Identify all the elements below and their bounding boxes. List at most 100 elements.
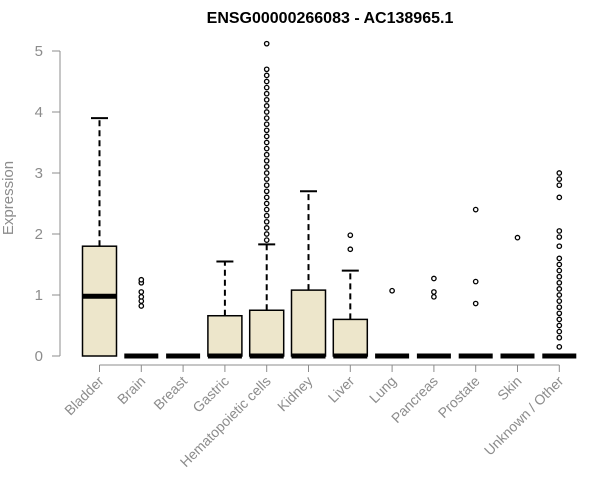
outlier-point bbox=[263, 96, 270, 103]
outlier-point bbox=[263, 231, 270, 237]
outlier-point bbox=[263, 139, 270, 146]
x-tick-label: Prostate bbox=[435, 373, 483, 421]
outlier-point bbox=[263, 176, 270, 182]
outlier-point bbox=[556, 328, 563, 335]
box-group bbox=[375, 287, 410, 359]
x-tick-label: Breast bbox=[150, 373, 190, 413]
x-tick-label: Bladder bbox=[61, 373, 107, 419]
y-tick-label: 5 bbox=[35, 43, 43, 60]
box-group bbox=[332, 232, 369, 359]
outlier-point bbox=[556, 304, 563, 311]
outlier-point bbox=[556, 255, 563, 262]
chart-title: ENSG00000266083 - AC138965.1 bbox=[207, 10, 454, 27]
outlier-point bbox=[263, 194, 270, 201]
outlier-point bbox=[431, 289, 437, 295]
outlier-point bbox=[347, 246, 354, 253]
outlier-point bbox=[556, 243, 563, 250]
outlier-point bbox=[263, 200, 270, 207]
box bbox=[332, 318, 369, 357]
outlier-point bbox=[263, 115, 270, 121]
outlier-point bbox=[556, 228, 563, 234]
x-tick-label: Unknown / Other bbox=[481, 373, 567, 459]
outlier-point bbox=[389, 287, 395, 294]
box bbox=[290, 289, 327, 357]
outlier-point bbox=[138, 289, 145, 295]
outlier-point bbox=[556, 176, 563, 182]
outlier-point bbox=[138, 303, 145, 309]
outlier-point bbox=[556, 298, 563, 304]
outlier-point bbox=[263, 90, 270, 97]
outlier-point bbox=[556, 292, 563, 298]
outlier-point bbox=[263, 188, 270, 195]
outlier-point bbox=[263, 164, 270, 170]
outlier-point bbox=[263, 121, 270, 128]
y-tick-label: 2 bbox=[35, 226, 43, 243]
outlier-point bbox=[263, 109, 270, 115]
y-tick-label: 0 bbox=[35, 348, 43, 365]
box-group bbox=[542, 170, 577, 359]
outlier-point bbox=[263, 84, 270, 91]
outlier-point bbox=[556, 322, 563, 329]
outlier-point bbox=[263, 182, 270, 189]
outlier-point bbox=[556, 234, 563, 240]
y-tick-label: 1 bbox=[35, 287, 43, 304]
outlier-point bbox=[263, 133, 270, 140]
outlier-point bbox=[556, 267, 563, 274]
outlier-point bbox=[472, 206, 479, 213]
y-tick-label: 3 bbox=[35, 165, 43, 182]
plot-area bbox=[81, 40, 577, 359]
outlier-point bbox=[138, 276, 145, 283]
outlier-point bbox=[556, 261, 563, 268]
box-group bbox=[458, 206, 493, 359]
outlier-point bbox=[556, 334, 563, 341]
outlier-point bbox=[263, 212, 270, 219]
box-group bbox=[248, 40, 285, 359]
outlier-point bbox=[263, 157, 270, 164]
y-axis: 0 1 2 3 4 5 bbox=[35, 43, 61, 365]
x-tick-label: Brain bbox=[114, 373, 148, 407]
outlier-point bbox=[556, 310, 563, 317]
box-group bbox=[124, 276, 159, 359]
outlier-point bbox=[472, 278, 479, 285]
box-group bbox=[81, 117, 118, 357]
outlier-point bbox=[263, 127, 270, 134]
outlier-point bbox=[263, 206, 270, 213]
outlier-point bbox=[556, 182, 563, 189]
outlier-point bbox=[347, 232, 354, 239]
outlier-point bbox=[263, 40, 270, 47]
outlier-point bbox=[138, 293, 145, 300]
box-group bbox=[416, 275, 451, 359]
y-tick-label: 4 bbox=[35, 104, 43, 121]
outlier-point bbox=[263, 225, 270, 231]
outlier-point bbox=[263, 170, 270, 176]
outlier-point bbox=[556, 286, 563, 292]
box bbox=[248, 309, 285, 357]
x-tick-label: Kidney bbox=[274, 373, 316, 415]
x-tick-label: Liver bbox=[325, 373, 358, 406]
x-tick-label: Skin bbox=[494, 373, 525, 404]
box bbox=[207, 314, 243, 357]
outlier-point bbox=[263, 218, 270, 225]
outlier-point bbox=[556, 170, 563, 176]
outlier-point bbox=[556, 279, 563, 286]
x-tick-label: Lung bbox=[366, 373, 399, 406]
outlier-point bbox=[263, 237, 270, 243]
outlier-point bbox=[431, 275, 437, 282]
y-axis-label: Expression bbox=[0, 161, 17, 235]
outlier-point bbox=[556, 194, 563, 201]
outlier-point bbox=[431, 293, 437, 300]
outlier-point bbox=[263, 103, 270, 109]
box-group bbox=[290, 190, 327, 359]
box bbox=[81, 245, 118, 357]
outlier-point bbox=[263, 66, 270, 73]
box-group bbox=[500, 234, 535, 359]
outlier-point bbox=[514, 234, 521, 241]
outlier-point bbox=[263, 151, 270, 158]
outlier-point bbox=[556, 273, 563, 280]
box-group bbox=[207, 260, 243, 359]
outlier-point bbox=[263, 72, 270, 79]
outlier-point bbox=[263, 78, 270, 85]
outlier-point bbox=[556, 343, 563, 350]
